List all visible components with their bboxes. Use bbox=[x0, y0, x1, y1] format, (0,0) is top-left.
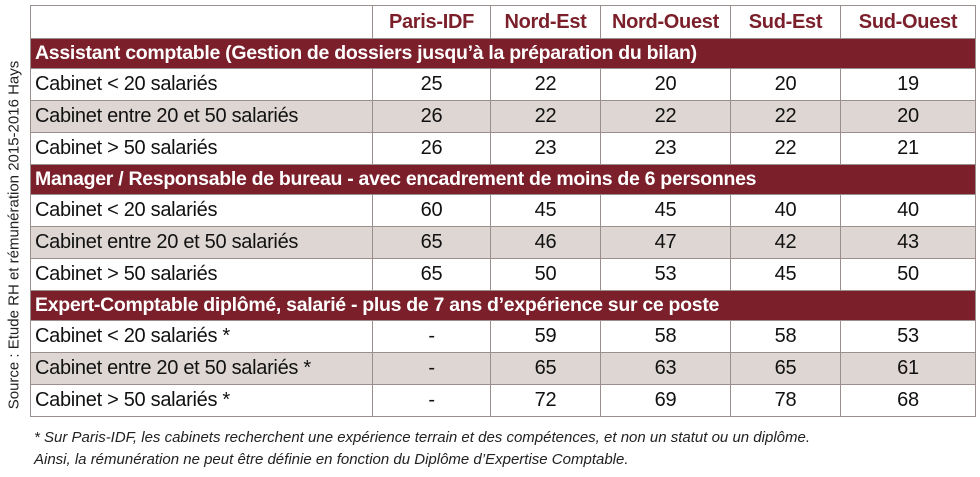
value-cell: 22 bbox=[730, 100, 841, 133]
row-label: Cabinet entre 20 et 50 salariés bbox=[30, 100, 373, 133]
column-header: Sud-Ouest bbox=[840, 5, 976, 39]
value-cell: 60 bbox=[372, 194, 491, 227]
column-header: Nord-Est bbox=[490, 5, 601, 39]
data-row: Cabinet < 20 salariés 60 45 45 40 40 bbox=[30, 194, 976, 227]
value-cell: 23 bbox=[600, 132, 731, 165]
value-cell: 65 bbox=[730, 352, 841, 385]
value-cell: 22 bbox=[600, 100, 731, 133]
footnote: * Sur Paris-IDF, les cabinets recherchen… bbox=[34, 427, 810, 471]
value-cell: 22 bbox=[730, 132, 841, 165]
value-cell: 65 bbox=[372, 226, 491, 259]
value-cell: 72 bbox=[490, 384, 601, 417]
data-row: Cabinet > 50 salariés 65 50 53 45 50 bbox=[30, 258, 976, 291]
value-cell: 45 bbox=[730, 258, 841, 291]
row-label: Cabinet > 50 salariés bbox=[30, 258, 373, 291]
data-row: Cabinet entre 20 et 50 salariés 26 22 22 22 2… bbox=[30, 100, 976, 133]
value-cell: 58 bbox=[600, 320, 731, 353]
section-title: Assistant comptable (Gestion de dossiers… bbox=[30, 38, 976, 69]
value-cell: 53 bbox=[600, 258, 731, 291]
row-label: Cabinet < 20 salariés bbox=[30, 194, 373, 227]
value-cell: - bbox=[372, 352, 491, 385]
value-cell: 69 bbox=[600, 384, 731, 417]
value-cell: - bbox=[372, 320, 491, 353]
row-label: Cabinet < 20 salariés * bbox=[30, 320, 373, 353]
data-row: Cabinet entre 20 et 50 salariés * -65 63 65… bbox=[30, 352, 976, 385]
value-cell: 46 bbox=[490, 226, 601, 259]
value-cell: 26 bbox=[372, 132, 491, 165]
value-cell: 45 bbox=[600, 194, 731, 227]
data-row: Cabinet entre 20 et 50 salariés 65 46 47 42 4… bbox=[30, 226, 976, 259]
data-row: Cabinet < 20 salariés * -59 58 58 53 bbox=[30, 320, 976, 353]
salary-table: Paris-IDF Nord-Est Nord-Ouest Sud-Est Sud-Ou… bbox=[30, 5, 976, 417]
value-cell: 61 bbox=[840, 352, 976, 385]
section-row: Expert-Comptable diplômé, salarié - plus… bbox=[30, 290, 976, 321]
value-cell: 40 bbox=[840, 194, 976, 227]
value-cell: 19 bbox=[840, 68, 976, 101]
section-row: Manager / Responsable de bureau - avec e… bbox=[30, 164, 976, 195]
data-row: Cabinet > 50 salariés * -72 69 78 68 bbox=[30, 384, 976, 417]
row-label: Cabinet entre 20 et 50 salariés bbox=[30, 226, 373, 259]
value-cell: 53 bbox=[840, 320, 976, 353]
value-cell: - bbox=[372, 384, 491, 417]
row-label: Cabinet entre 20 et 50 salariés * bbox=[30, 352, 373, 385]
value-cell: 45 bbox=[490, 194, 601, 227]
value-cell: 50 bbox=[840, 258, 976, 291]
value-cell: 65 bbox=[490, 352, 601, 385]
value-cell: 43 bbox=[840, 226, 976, 259]
footnote-line: Ainsi, la rémunération ne peut être défi… bbox=[34, 451, 629, 468]
value-cell: 20 bbox=[840, 100, 976, 133]
section-title: Manager / Responsable de bureau - avec e… bbox=[30, 164, 976, 195]
value-cell: 47 bbox=[600, 226, 731, 259]
value-cell: 58 bbox=[730, 320, 841, 353]
column-header: Sud-Est bbox=[730, 5, 841, 39]
row-label: Cabinet < 20 salariés bbox=[30, 68, 373, 101]
value-cell: 40 bbox=[730, 194, 841, 227]
row-label: Cabinet > 50 salariés * bbox=[30, 384, 373, 417]
value-cell: 21 bbox=[840, 132, 976, 165]
source-note: Source : Etude RH et rémunération 2015-2… bbox=[5, 60, 23, 410]
row-label: Cabinet > 50 salariés bbox=[30, 132, 373, 165]
value-cell: 59 bbox=[490, 320, 601, 353]
column-header: Paris-IDF bbox=[372, 5, 491, 39]
value-cell: 78 bbox=[730, 384, 841, 417]
value-cell: 25 bbox=[372, 68, 491, 101]
value-cell: 42 bbox=[730, 226, 841, 259]
value-cell: 65 bbox=[372, 258, 491, 291]
value-cell: 63 bbox=[600, 352, 731, 385]
value-cell: 68 bbox=[840, 384, 976, 417]
column-header: Nord-Ouest bbox=[600, 5, 731, 39]
data-row: Cabinet < 20 salariés 25 22 20 20 19 bbox=[30, 68, 976, 101]
section-title: Expert-Comptable diplômé, salarié - plus… bbox=[30, 290, 976, 321]
header-cell bbox=[30, 5, 373, 39]
value-cell: 22 bbox=[490, 100, 601, 133]
header-row: Paris-IDF Nord-Est Nord-Ouest Sud-Est Sud-Ou… bbox=[30, 5, 976, 39]
value-cell: 20 bbox=[730, 68, 841, 101]
footnote-line: * Sur Paris-IDF, les cabinets recherchen… bbox=[34, 429, 810, 446]
section-row: Assistant comptable (Gestion de dossiers… bbox=[30, 38, 976, 69]
value-cell: 22 bbox=[490, 68, 601, 101]
value-cell: 26 bbox=[372, 100, 491, 133]
value-cell: 20 bbox=[600, 68, 731, 101]
data-row: Cabinet > 50 salariés 26 23 23 22 21 bbox=[30, 132, 976, 165]
value-cell: 23 bbox=[490, 132, 601, 165]
value-cell: 50 bbox=[490, 258, 601, 291]
